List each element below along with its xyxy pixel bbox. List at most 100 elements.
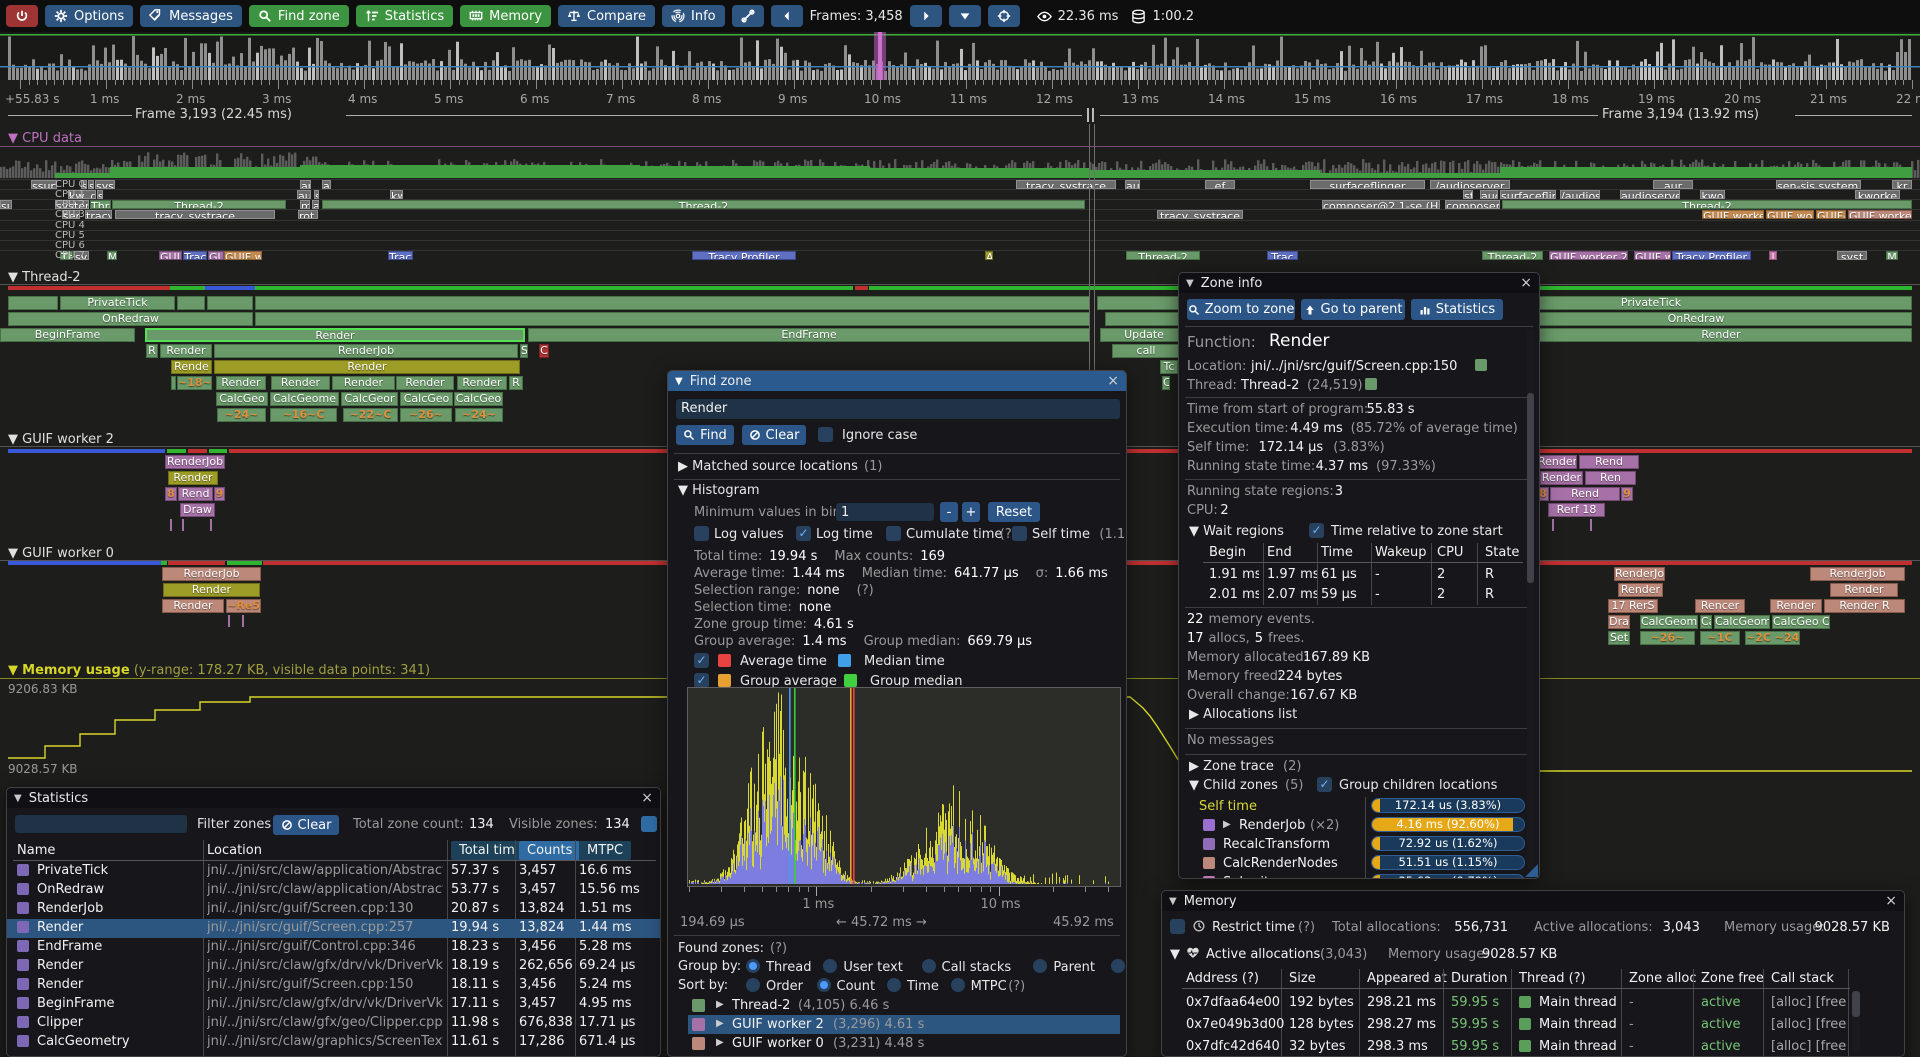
thread-header[interactable]: ▼ Thread-2 — [8, 270, 81, 285]
zone[interactable]: Update — [1100, 328, 1188, 342]
wait-col-header[interactable]: CPU — [1437, 545, 1464, 560]
zone[interactable]: /audioserver — [1430, 180, 1510, 189]
zone[interactable]: BeginFrame — [0, 328, 135, 342]
thread-header[interactable]: ▼ GUIF worker 0 — [8, 546, 114, 561]
zone[interactable]: ~Re5 — [226, 599, 261, 613]
zone[interactable]: Render — [214, 360, 520, 374]
zone[interactable]: GUIF — [159, 251, 182, 260]
collapse-icon[interactable]: ▼ — [1169, 895, 1177, 907]
zone[interactable]: GUIF worke — [1766, 210, 1814, 219]
mem-col-header[interactable]: Address (?) — [1186, 971, 1259, 986]
search-input[interactable]: Render — [676, 399, 1120, 419]
zone[interactable]: Thread-2 — [1482, 251, 1543, 260]
zone[interactable]: Rend — [178, 487, 213, 501]
mem-col-header[interactable]: Zone alloc — [1629, 971, 1697, 986]
option-checkbox-log-time[interactable]: ✓ — [796, 526, 811, 541]
stat-zone-location[interactable]: jni/../jni/src/claw/gfx/drv/vk/DriverVk.… — [207, 958, 443, 973]
zone[interactable]: kw..gm — [68, 190, 96, 199]
zone[interactable]: R — [146, 344, 158, 358]
clear-button[interactable]: Clear — [273, 815, 339, 835]
close-icon[interactable]: × — [641, 790, 653, 806]
zone[interactable]: au — [300, 180, 311, 189]
alloc-appeared[interactable]: 298.21 ms — [1367, 995, 1437, 1010]
zone[interactable]: aur — [1653, 180, 1693, 189]
stat-zone-name[interactable]: Render — [37, 920, 84, 935]
alloc-appeared[interactable]: 298.27 ms — [1367, 1017, 1437, 1032]
tools-button[interactable] — [731, 5, 764, 27]
zone[interactable]: CalcGeo — [216, 392, 268, 406]
zoom-to-zone-button[interactable]: Zoom to zone — [1187, 299, 1295, 320]
zone[interactable]: Ren — [1585, 471, 1636, 485]
zone[interactable]: Set — [1608, 631, 1630, 645]
zone[interactable]: Render — [332, 376, 395, 390]
cpu-row-label[interactable]: CPU 1 — [55, 189, 85, 200]
alloc-call-stack[interactable]: [alloc] [free] — [1771, 995, 1847, 1010]
child-zone-name[interactable]: RenderJob — [1239, 818, 1306, 833]
group-by-radio-thread[interactable] — [746, 959, 760, 973]
legend-checkbox[interactable]: ✓ — [694, 673, 709, 688]
zone[interactable]: ~24~ — [217, 408, 266, 422]
zone[interactable]: s — [81, 180, 87, 189]
options-button[interactable]: Options — [45, 5, 134, 27]
zone[interactable]: call — [1112, 344, 1180, 358]
zone[interactable]: EndFrame — [528, 328, 1090, 342]
stat-zone-location[interactable]: jni/../jni/src/guif/Screen.cpp:150 — [207, 977, 414, 992]
zone[interactable]: se — [88, 180, 94, 189]
zone[interactable]: RenderJob — [165, 455, 225, 469]
goto-button[interactable] — [948, 5, 981, 27]
child-expand-arrow[interactable]: ▶ — [1223, 819, 1231, 830]
zone[interactable]: ~22~C — [343, 408, 398, 422]
zone[interactable]: ~18~ — [177, 376, 212, 390]
zone[interactable]: CalcGeome — [1640, 615, 1698, 629]
zone[interactable]: tracy_sysn — [85, 210, 112, 219]
scrollbar-thumb[interactable] — [1852, 991, 1860, 1017]
wait-col-header[interactable]: State — [1485, 545, 1520, 560]
zone[interactable]: ef — [1205, 180, 1235, 189]
zone[interactable]: Thr — [60, 251, 73, 260]
stat-zone-name[interactable]: OnRedraw — [37, 882, 105, 897]
zone[interactable]: Thread-2 — [112, 200, 286, 209]
statistics-titlebar[interactable]: ▼ Statistics × — [7, 788, 660, 808]
zone[interactable]: ~2C ~24~ — [1745, 631, 1800, 645]
close-icon[interactable]: × — [1520, 275, 1532, 291]
alloc-appeared[interactable]: 298.3 ms — [1367, 1039, 1428, 1054]
zone[interactable]: Tracy Profiler — [1672, 251, 1751, 260]
zone[interactable]: Rende — [171, 360, 212, 374]
zone[interactable]: Render — [145, 328, 525, 342]
ignore-case-checkbox[interactable] — [818, 427, 833, 442]
crosshair-button[interactable] — [987, 5, 1020, 27]
cpu-row-label[interactable]: CPU 3 — [55, 209, 85, 220]
cpu-row-label[interactable]: CPU 2 — [55, 199, 85, 210]
option-checkbox-self-time[interactable] — [1012, 526, 1027, 541]
zone[interactable]: GUIF wor — [224, 251, 262, 260]
zone[interactable]: system se — [55, 200, 89, 209]
zone[interactable]: Dra — [1608, 615, 1630, 629]
zone[interactable]: Render — [1540, 471, 1583, 485]
clear-button[interactable]: Clear — [742, 425, 806, 445]
zone[interactable]: si — [97, 190, 103, 199]
group-by-radio-call-stacks[interactable] — [921, 959, 936, 973]
zone[interactable]: 17 RerS — [1608, 599, 1658, 613]
zone[interactable]: Rerf 18 — [1548, 503, 1605, 517]
zone[interactable]: Thread-2 — [1126, 251, 1200, 260]
zone[interactable]: Render — [396, 376, 454, 390]
zone[interactable]: M — [1886, 251, 1898, 260]
zone[interactable]: A — [985, 251, 993, 260]
zone-info-scrollbar[interactable] — [1527, 329, 1534, 869]
stat-zone-location[interactable]: jni/../jni/src/claw/gfx/drv/vk/DriverVk.… — [207, 996, 443, 1011]
relative-time-checkbox[interactable]: ✓ — [1309, 523, 1324, 538]
child-zone-name[interactable]: Submit — [1223, 875, 1269, 878]
zone[interactable] — [177, 296, 205, 310]
stat-zone-name[interactable]: Render — [37, 977, 84, 992]
alloc-address[interactable]: 0x7e049b3d00 — [1186, 1017, 1285, 1032]
zone[interactable]: Render — [168, 471, 218, 485]
zone[interactable]: 9 — [214, 487, 225, 501]
zone[interactable]: RenderJob — [1810, 567, 1905, 581]
scrollbar-thumb[interactable] — [1527, 393, 1534, 583]
active-allocations-header[interactable]: ▼ — [1170, 947, 1180, 962]
stat-zone-name[interactable]: RenderJob — [37, 901, 104, 916]
col-header-total[interactable]: Total tim — [451, 841, 523, 860]
stat-zone-location[interactable]: jni/../jni/src/guif/Screen.cpp:257 — [207, 920, 414, 935]
messages-button[interactable]: Messages — [140, 5, 242, 27]
memory-titlebar[interactable]: ▼ Memory × — [1162, 891, 1904, 911]
